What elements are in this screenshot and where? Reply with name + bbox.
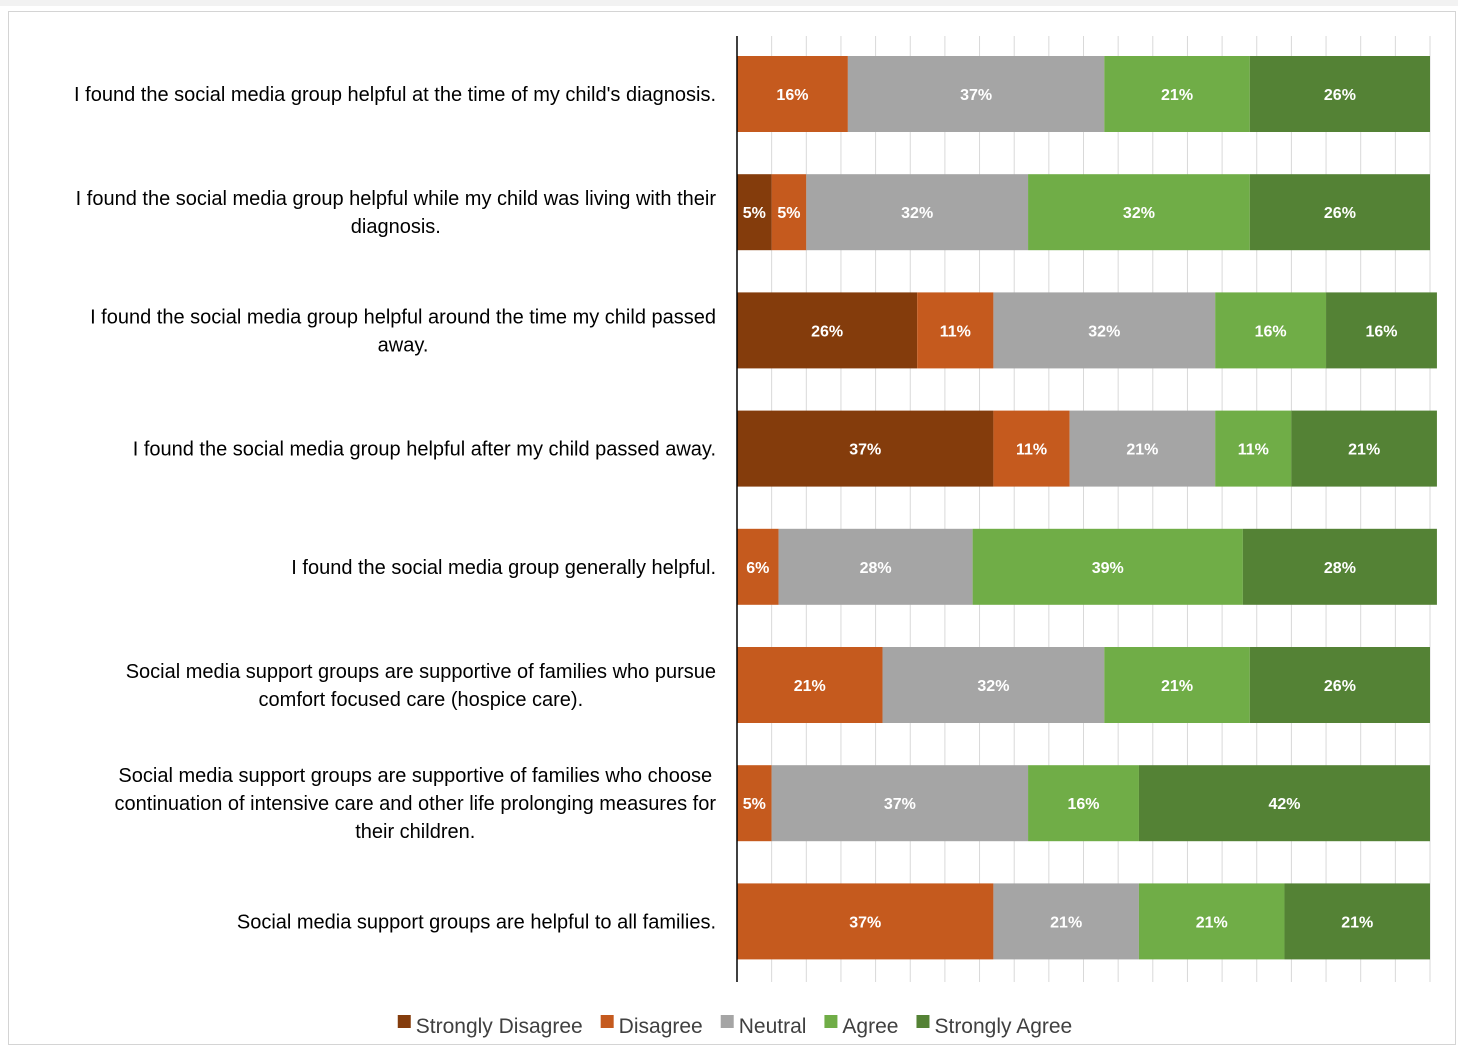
data-label: 37% (884, 796, 916, 813)
bar-segment (993, 883, 1139, 960)
bar-segment (1249, 174, 1430, 251)
bar-segment (1249, 56, 1430, 132)
bar-segment (737, 410, 994, 487)
bar-segment (993, 292, 1216, 369)
data-label: 32% (901, 205, 933, 222)
data-label: 16% (776, 87, 808, 104)
bar-segment (778, 528, 973, 605)
legend-item: Strongly Agree (916, 1015, 1072, 1038)
legend-swatch (720, 1015, 734, 1028)
data-label: 16% (1255, 323, 1287, 340)
bar-segment (806, 174, 1029, 251)
data-label: 32% (1088, 323, 1120, 340)
data-label: 21% (1161, 87, 1193, 104)
data-label: 21% (794, 678, 826, 695)
legend-label: Strongly Disagree (416, 1015, 583, 1038)
data-label: 26% (811, 323, 843, 340)
category-label: I found the social media group helpful a… (74, 84, 716, 106)
bar-segment (1215, 292, 1327, 369)
bar-segment (917, 292, 994, 369)
data-label: 21% (1161, 678, 1193, 695)
bar-segment (1249, 647, 1430, 723)
bar-segment (737, 528, 779, 605)
bar-segment (972, 528, 1243, 605)
category-label: Social media support groups are helpful … (237, 911, 716, 933)
data-label: 26% (1324, 678, 1356, 695)
bar-segment (737, 292, 918, 369)
data-label: 11% (940, 323, 971, 340)
data-label: 5% (743, 796, 766, 813)
legend-item: Strongly Disagree (397, 1015, 583, 1038)
data-label: 37% (849, 442, 881, 459)
legend: Strongly Disagree Disagree Neutral Agree Str… (397, 1015, 1072, 1038)
bars-group: 16% 37% 21% 26% 5% 5% 32% 32% 26% 26% 11% 32% 16% 16%… (737, 56, 1437, 960)
data-label: 32% (1123, 205, 1155, 222)
legend-swatch (916, 1015, 930, 1028)
data-label: 16% (1067, 796, 1099, 813)
data-label: 26% (1324, 205, 1356, 222)
bar-segment (1242, 528, 1437, 605)
legend-item: Agree (824, 1015, 898, 1038)
category-label: I found the social media group helpful w… (76, 188, 717, 238)
category-label: Social media support groups are supporti… (126, 661, 716, 711)
bar-segment (1069, 410, 1216, 487)
bar-segment (847, 56, 1105, 132)
bar-segment (1138, 765, 1430, 842)
data-label: 26% (1324, 87, 1356, 104)
bar-segment (1028, 765, 1139, 842)
data-label: 21% (1341, 914, 1373, 931)
bar-segment (882, 647, 1105, 723)
bar-segment (1104, 647, 1250, 723)
legend-label: Neutral (739, 1015, 807, 1038)
data-label: 11% (1238, 442, 1269, 459)
bar-segment (1104, 56, 1250, 132)
bar-segment (771, 765, 1029, 842)
top-edge (0, 0, 1458, 6)
data-label: 5% (777, 205, 800, 222)
bar-segment (737, 883, 994, 960)
legend-swatch (600, 1015, 614, 1028)
category-label: Social media support groups are supporti… (115, 765, 717, 843)
bar-segment (1291, 410, 1437, 487)
bar-segment (993, 410, 1070, 487)
bar-segment (1326, 292, 1437, 369)
bar-segment (737, 56, 848, 132)
data-label: 6% (746, 560, 769, 577)
data-label: 21% (1126, 442, 1158, 459)
data-label: 21% (1196, 914, 1228, 931)
data-label: 21% (1050, 914, 1082, 931)
bar-segment (1028, 174, 1250, 251)
bar-segment (737, 765, 772, 842)
legend-label: Strongly Agree (934, 1015, 1072, 1038)
bar-segment (1138, 883, 1285, 960)
data-label: 37% (960, 87, 992, 104)
bar-segment (1215, 410, 1292, 487)
data-label: 5% (743, 205, 766, 222)
bar-segment (1284, 883, 1430, 960)
data-label: 11% (1016, 442, 1047, 459)
category-label: I found the social media group helpful a… (133, 439, 716, 461)
data-label: 28% (860, 560, 892, 577)
legend-label: Agree (842, 1015, 898, 1038)
category-label: I found the social media group helpful a… (90, 306, 716, 356)
data-label: 37% (849, 914, 881, 931)
legend-swatch (397, 1015, 411, 1028)
legend-item: Disagree (600, 1015, 703, 1038)
category-labels: I found the social media group helpful a… (74, 84, 716, 933)
bar-segment (737, 647, 883, 723)
legend-label: Disagree (619, 1015, 703, 1038)
legend-item: Neutral (720, 1015, 807, 1038)
data-label: 28% (1324, 560, 1356, 577)
legend-swatch (824, 1015, 838, 1028)
data-label: 39% (1092, 560, 1124, 577)
data-label: 32% (977, 678, 1009, 695)
data-label: 42% (1268, 796, 1300, 813)
bar-segment (771, 174, 807, 251)
bar-segment (737, 174, 772, 251)
data-label: 16% (1365, 323, 1397, 340)
data-label: 21% (1348, 442, 1380, 459)
category-label: I found the social media group generally… (291, 557, 716, 579)
